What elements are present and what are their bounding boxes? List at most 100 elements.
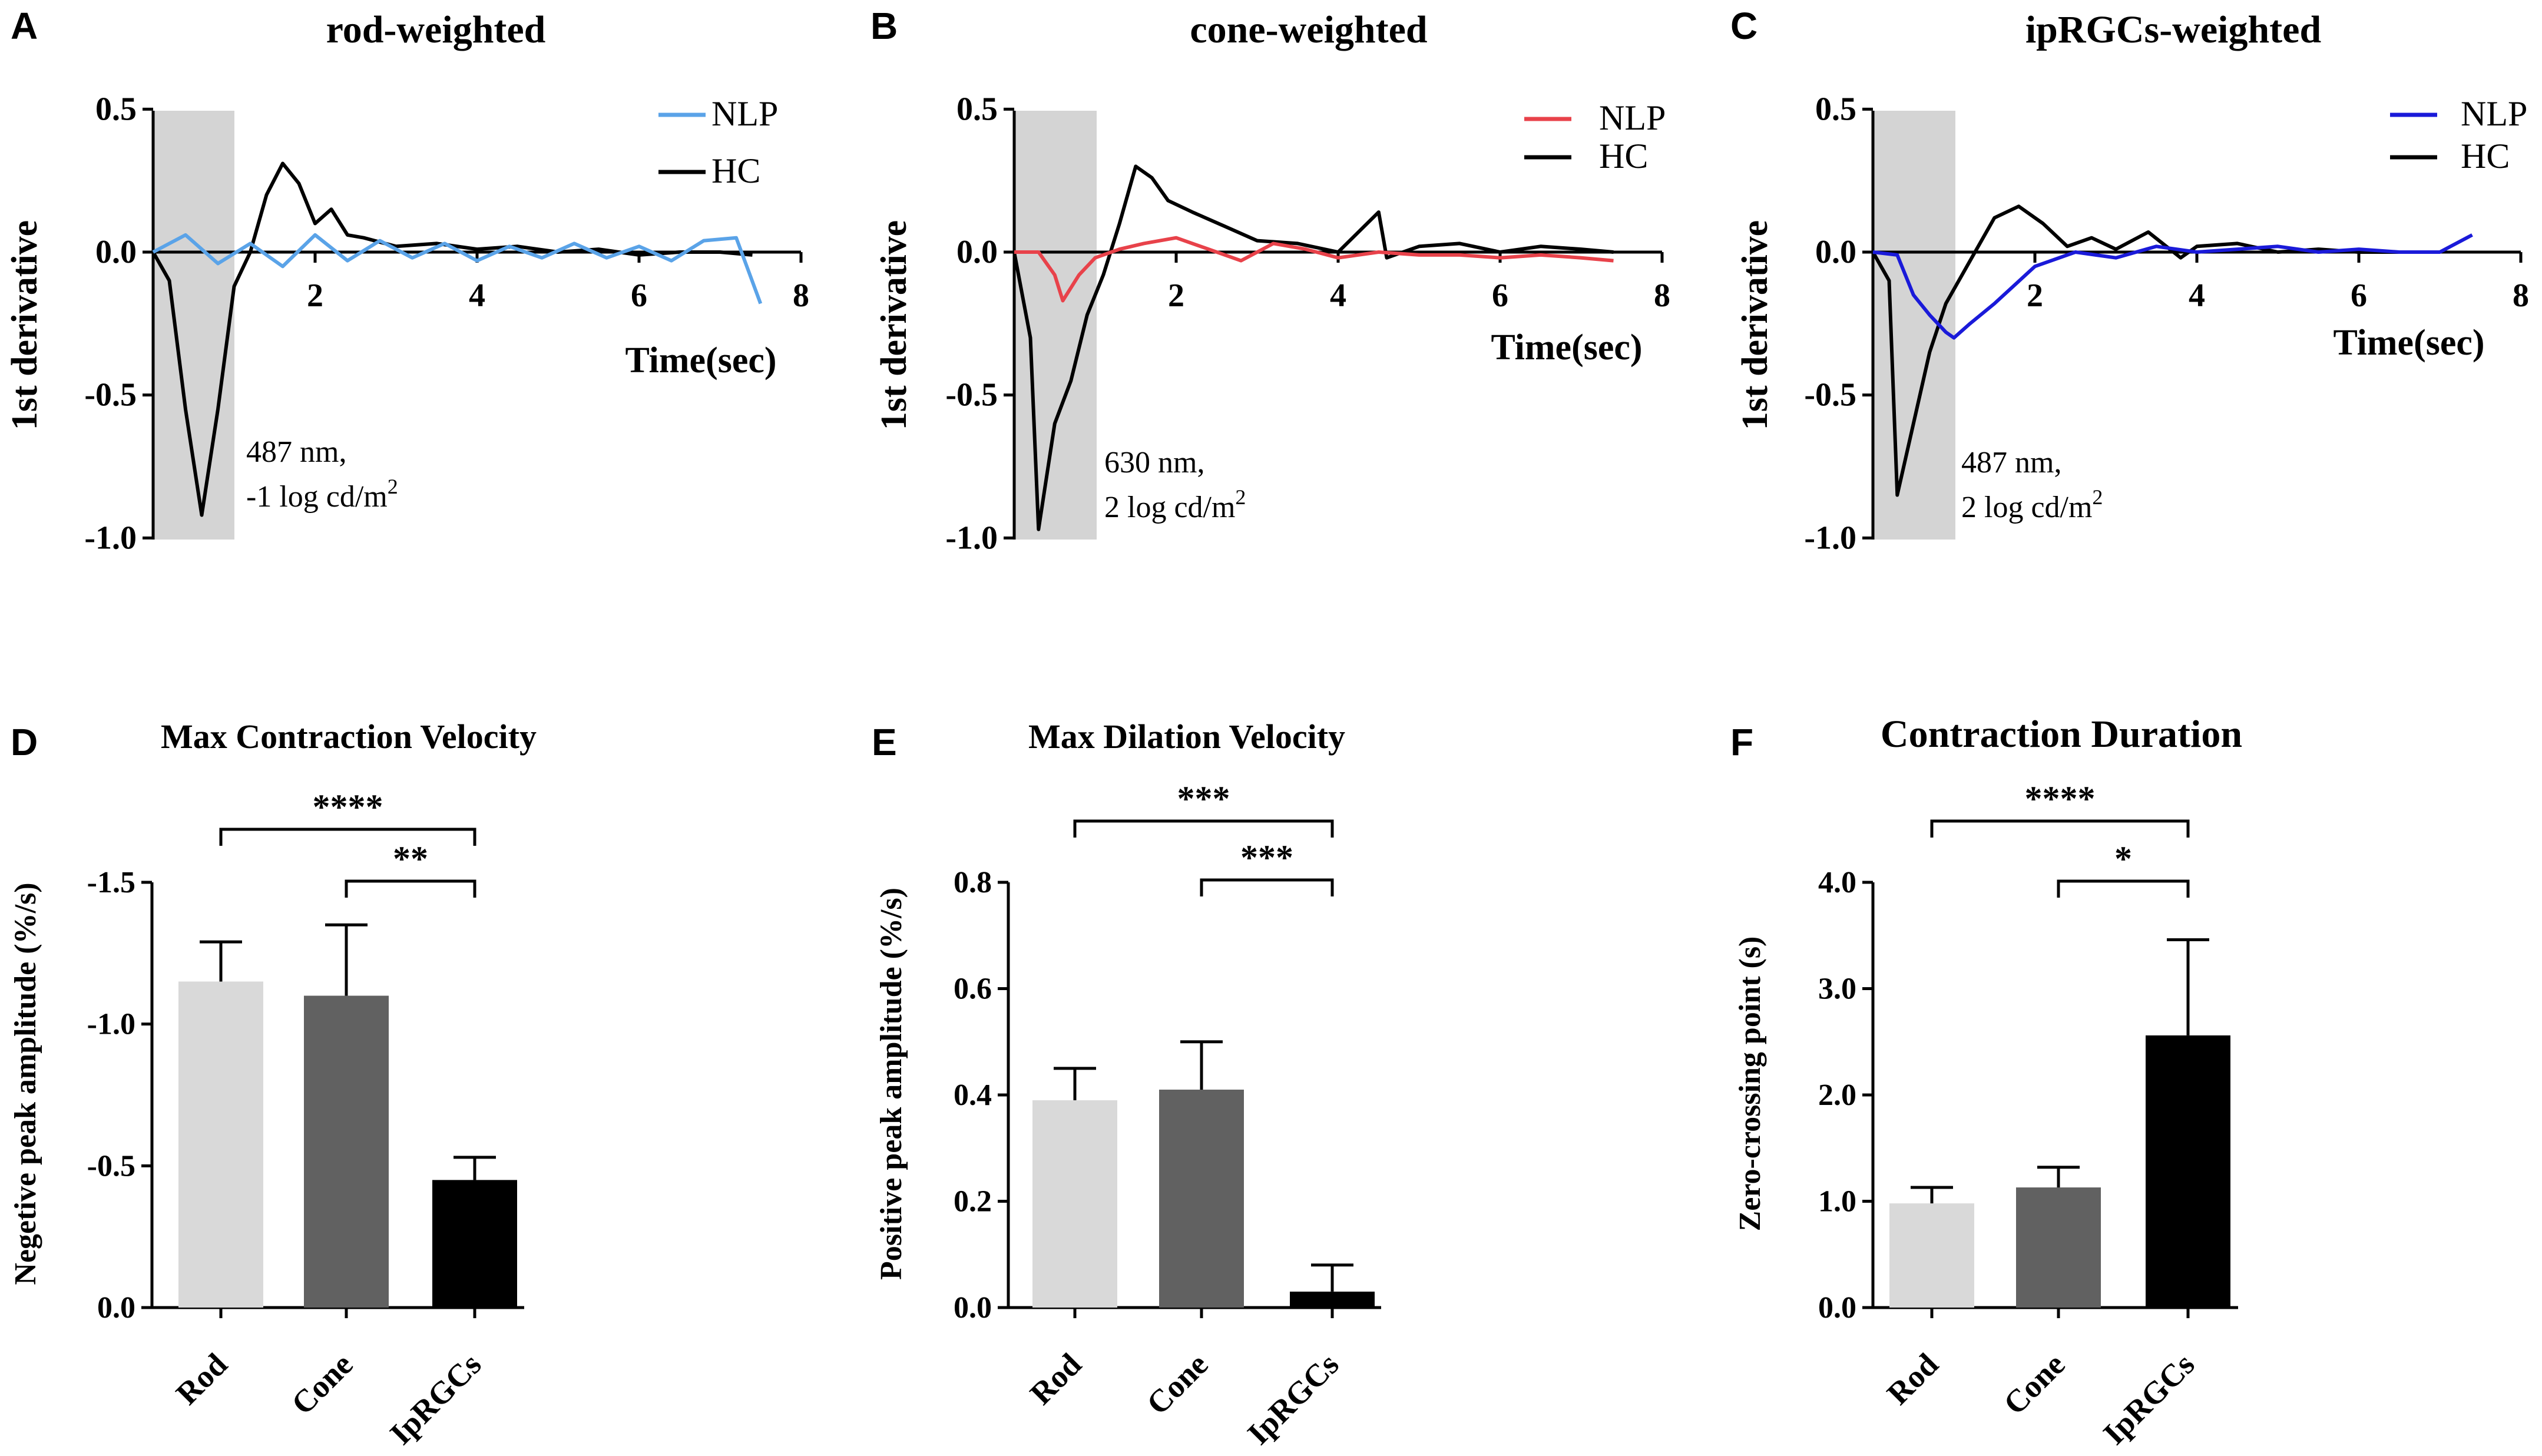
y-tick-label: -1.0 xyxy=(1804,519,1856,556)
chart-title: rod-weighted xyxy=(326,8,546,51)
x-tick-label: 4 xyxy=(469,277,485,314)
category-label-iprgcs: IpRGCs xyxy=(2096,1346,2201,1451)
stimulus-annotation-intensity: 2 log cd/m2 xyxy=(1104,485,1246,524)
significance-bracket xyxy=(2057,879,2190,898)
bar-cone xyxy=(304,995,389,1308)
bar-iprgcs xyxy=(1290,1291,1375,1308)
significance-bracket xyxy=(1073,819,1334,838)
y-axis-label: Positive peak amplitude (%/s) xyxy=(875,888,908,1280)
significance-label: *** xyxy=(1240,838,1293,877)
y-tick-label: 0.0 xyxy=(1818,1291,1856,1325)
significance-label: **** xyxy=(313,787,383,826)
panel-letter: C xyxy=(1730,5,1757,47)
y-tick-label: 0.0 xyxy=(1815,234,1856,270)
bar-rod xyxy=(1889,1203,1974,1308)
significance-label: ** xyxy=(393,839,428,878)
significance-label: *** xyxy=(1177,779,1230,818)
series-line-nlp xyxy=(1014,236,1614,303)
bar-iprgcs xyxy=(2146,1035,2230,1308)
x-axis-label: Time(sec) xyxy=(1491,327,1642,368)
chart-title: cone-weighted xyxy=(1190,8,1427,51)
y-tick-label: -1.0 xyxy=(945,519,998,556)
stimulus-annotation: 487 nm, xyxy=(246,435,346,469)
panel-letter: A xyxy=(11,5,38,47)
panel-letter: F xyxy=(1730,721,1753,763)
chart-title: Contraction Duration xyxy=(1881,713,2242,756)
y-tick-label: 4.0 xyxy=(1818,866,1856,899)
y-tick-label: 0.6 xyxy=(954,972,992,1006)
chart-title: Max Dilation Velocity xyxy=(1028,717,1345,756)
y-tick-label: 1.0 xyxy=(1818,1185,1856,1219)
category-label-iprgcs: IpRGCs xyxy=(383,1346,488,1451)
significance-bracket xyxy=(219,828,476,846)
y-tick-label: 2.0 xyxy=(1818,1078,1856,1112)
series-line-hc xyxy=(1012,164,1614,531)
y-axis-label: 1st derivative xyxy=(874,220,914,430)
category-label-cone: Cone xyxy=(1140,1346,1214,1421)
y-axis-label: Negetive peak amplitude (%/s) xyxy=(9,882,42,1285)
category-label-cone: Cone xyxy=(1997,1346,2071,1421)
legend-label-hc: HC xyxy=(711,151,760,190)
y-tick-label: 0.0 xyxy=(956,234,998,270)
y-tick-label: -0.5 xyxy=(84,377,137,413)
y-tick-label: -1.0 xyxy=(87,1008,135,1041)
x-tick-label: 8 xyxy=(2513,277,2529,314)
significance-bracket xyxy=(1930,819,2190,838)
y-tick-label: 0.5 xyxy=(95,91,137,127)
superscript: 2 xyxy=(1235,485,1246,509)
legend-label-hc: HC xyxy=(1599,137,1648,176)
x-tick-label: 4 xyxy=(1330,277,1346,314)
significance-label: * xyxy=(2114,839,2132,878)
stimulus-annotation-intensity: -1 log cd/m2 xyxy=(246,475,398,514)
superscript: 2 xyxy=(2092,485,2103,509)
x-tick-label: 6 xyxy=(631,277,647,314)
y-tick-label: -1.5 xyxy=(87,866,135,899)
panel-letter: E xyxy=(872,721,897,763)
series-line-nlp xyxy=(152,233,763,305)
stimulus-window xyxy=(153,111,234,540)
y-tick-label: 0.2 xyxy=(954,1185,992,1219)
chart-title: ipRGCs-weighted xyxy=(2025,8,2321,51)
x-tick-label: 2 xyxy=(307,277,323,314)
y-tick-label: 0.4 xyxy=(954,1078,992,1112)
legend-label-nlp: NLP xyxy=(711,94,778,133)
y-tick-label: 0.0 xyxy=(97,1291,135,1325)
y-tick-label: -0.5 xyxy=(87,1149,135,1183)
x-axis-label: Time(sec) xyxy=(625,340,776,380)
y-tick-label: 3.0 xyxy=(1818,972,1856,1006)
chart-title: Max Contraction Velocity xyxy=(161,717,537,756)
y-tick-label: -0.5 xyxy=(945,377,998,413)
y-axis-label: Zero-crossing point (s) xyxy=(1733,937,1767,1232)
y-tick-label: 0.5 xyxy=(1815,91,1856,127)
y-tick-label: -0.5 xyxy=(1804,377,1856,413)
series-line-hc xyxy=(151,161,753,517)
bar-rod xyxy=(178,981,263,1308)
y-tick-label: 0.8 xyxy=(954,866,992,899)
x-tick-label: 8 xyxy=(793,277,809,314)
stimulus-annotation: 487 nm, xyxy=(1961,446,2061,479)
stimulus-annotation-intensity: 2 log cd/m2 xyxy=(1961,485,2103,524)
significance-bracket xyxy=(1200,878,1334,896)
category-label-cone: Cone xyxy=(284,1346,359,1421)
legend-label-hc: HC xyxy=(2461,137,2510,176)
category-label-rod: Rod xyxy=(1023,1346,1088,1411)
category-label-rod: Rod xyxy=(1880,1346,1945,1411)
y-tick-label: 0.0 xyxy=(95,234,137,270)
legend-label-nlp: NLP xyxy=(2461,94,2527,133)
panel-D: D Max Contraction Velocity 0.0 -0.5 -1.0 -1.5… xyxy=(9,717,537,1451)
significance-label: **** xyxy=(2025,779,2096,818)
category-label-rod: Rod xyxy=(169,1346,234,1411)
x-axis-label: Time(sec) xyxy=(2333,323,2484,363)
y-axis-label: 1st derivative xyxy=(5,220,45,430)
y-axis-label: 1st derivative xyxy=(1735,220,1775,430)
significance-bracket xyxy=(345,879,476,898)
superscript: 2 xyxy=(388,475,398,498)
x-tick-label: 2 xyxy=(1168,277,1184,314)
category-label-iprgcs: IpRGCs xyxy=(1240,1346,1345,1451)
bar-cone xyxy=(1159,1089,1244,1308)
x-tick-label: 8 xyxy=(1654,277,1670,314)
x-tick-label: 6 xyxy=(2351,277,2367,314)
